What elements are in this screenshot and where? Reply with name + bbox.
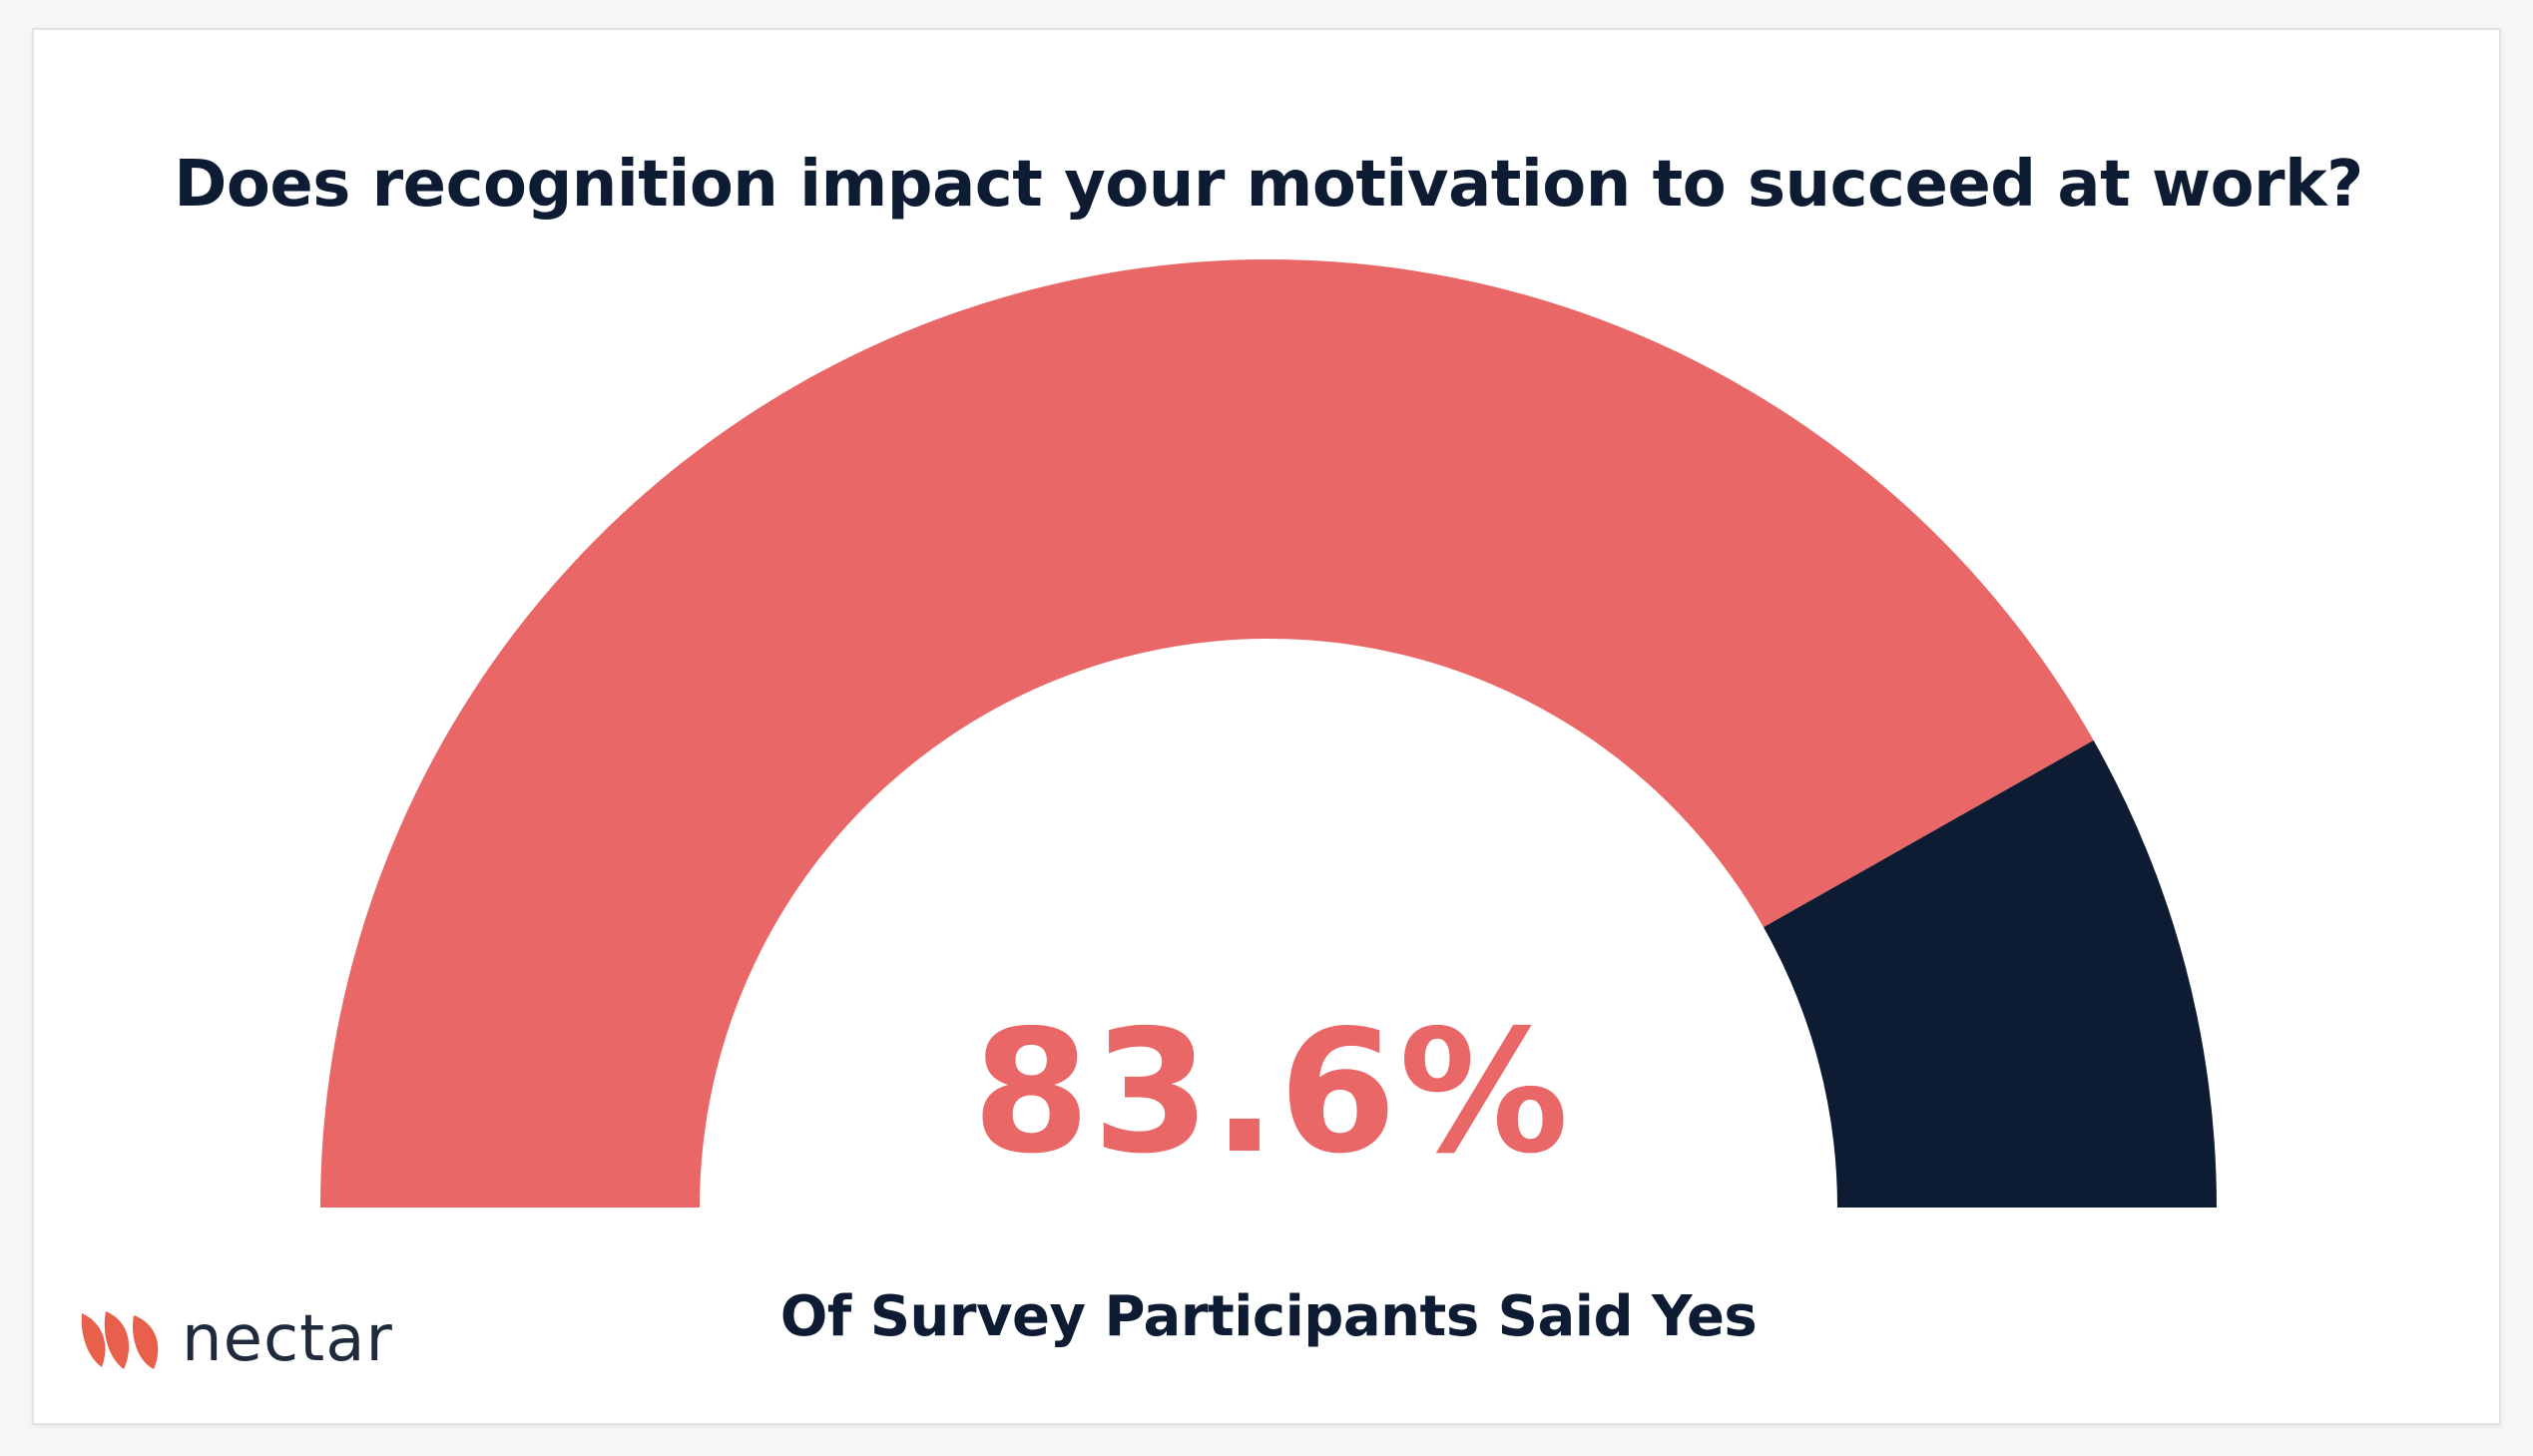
infographic-card: Does recognition impact your motivation … xyxy=(32,28,2501,1425)
brand-wordmark: nectar xyxy=(182,1302,393,1376)
gauge-value-label: 83.6% xyxy=(972,994,1571,1192)
brand-logo: nectar xyxy=(76,1299,393,1379)
gauge-caption: Of Survey Participants Said Yes xyxy=(779,1284,1758,1349)
gauge-segment-0 xyxy=(320,258,2094,1208)
gauge-segment-1 xyxy=(1764,739,2217,1208)
nectar-petals-icon xyxy=(81,1311,159,1369)
gauge-chart xyxy=(320,258,2217,1208)
chart-title: Does recognition impact your motivation … xyxy=(174,148,2363,222)
